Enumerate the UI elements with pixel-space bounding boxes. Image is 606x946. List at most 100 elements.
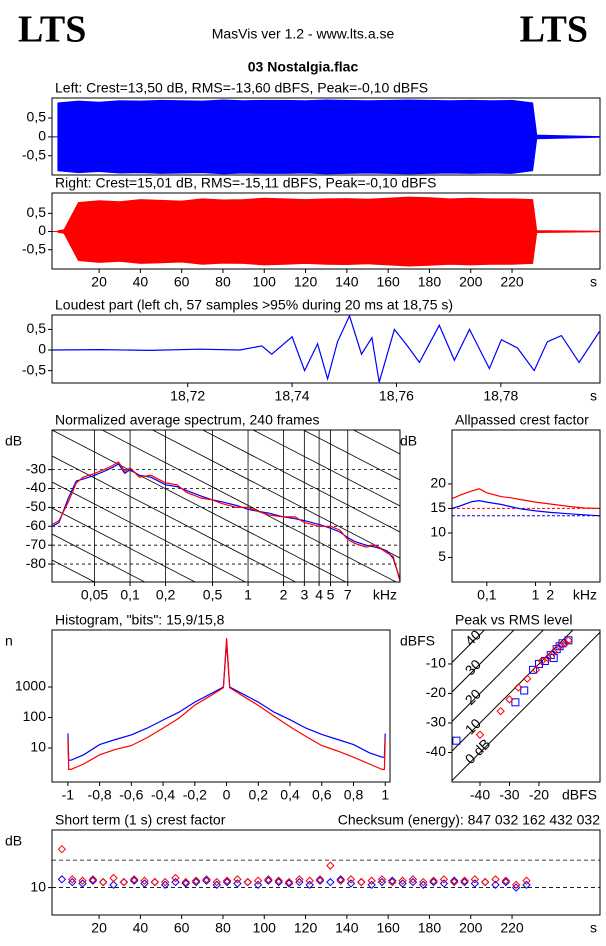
x-tick-label: 200 — [459, 274, 483, 290]
marker — [480, 877, 490, 887]
data-line — [52, 463, 400, 580]
x-tick-label: 80 — [215, 274, 231, 290]
crest-line-label: 0 dB — [462, 735, 494, 767]
marker — [222, 877, 232, 887]
y-tick-label: 0 — [38, 222, 46, 238]
data-line — [52, 315, 600, 383]
data-line — [67, 638, 386, 770]
marker — [475, 730, 485, 739]
marker — [295, 875, 304, 884]
marker — [346, 875, 356, 884]
marker — [274, 877, 283, 887]
y-tick-label: -80 — [26, 555, 46, 571]
marker — [439, 875, 449, 884]
slope-line — [52, 430, 347, 582]
y-tick-label: 0,5 — [27, 204, 47, 220]
marker — [346, 879, 356, 888]
x-tick-label: 100 — [253, 920, 277, 936]
plot-area — [52, 844, 600, 892]
marker — [171, 873, 180, 883]
x-tick-label: 140 — [335, 274, 359, 290]
marker — [243, 877, 252, 887]
marker — [470, 879, 480, 888]
crest-line — [452, 630, 545, 722]
x-tick-label: -30 — [499, 787, 519, 803]
plot-area — [67, 638, 386, 770]
y-tick-label: -0,5 — [22, 240, 46, 256]
marker — [233, 879, 242, 888]
marker — [253, 876, 263, 885]
annotation: Checksum (energy): 847 032 162 432 032 — [338, 812, 600, 828]
marker — [57, 844, 67, 854]
x-unit-label: dBFS — [562, 787, 597, 803]
x-tick-label: 120 — [294, 274, 318, 290]
marker — [367, 880, 376, 890]
y-axis-label: dBFS — [400, 633, 435, 649]
x-tick-label: 20 — [91, 920, 107, 936]
crest-line-label: 20 — [462, 685, 484, 707]
x-tick-label: 1 — [381, 787, 389, 803]
marker — [367, 876, 376, 885]
x-tick-label: 120 — [294, 920, 318, 936]
x-tick-label: 2 — [546, 587, 554, 603]
marker — [129, 875, 139, 884]
slope-line — [52, 481, 247, 582]
x-unit-label: s — [590, 388, 597, 404]
y-axis-label: n — [5, 633, 13, 649]
x-tick-label: 4 — [315, 587, 323, 603]
x-tick-label: 40 — [133, 920, 149, 936]
marker — [336, 875, 345, 884]
marker — [564, 636, 573, 645]
x-unit-label: s — [590, 920, 597, 936]
x-tick-label: 160 — [376, 920, 400, 936]
plot-area — [452, 488, 600, 517]
y-tick-label: 0 — [38, 341, 46, 357]
marker — [150, 877, 160, 887]
marker — [109, 880, 118, 890]
slope-line — [252, 430, 400, 507]
plot-frame — [451, 429, 601, 583]
marker — [491, 880, 500, 890]
plot-area — [52, 430, 400, 582]
marker — [88, 876, 98, 885]
x-tick-label: 40 — [133, 274, 149, 290]
y-tick-label: -50 — [26, 498, 46, 514]
x-tick-label: 0 — [223, 787, 231, 803]
x-unit-label: kHz — [373, 587, 397, 603]
marker — [511, 698, 520, 707]
marker — [511, 880, 521, 890]
x-tick-label: -40 — [470, 787, 490, 803]
y-axis-label: dB — [400, 433, 417, 449]
x-tick-label: 20 — [91, 274, 107, 290]
marker — [357, 877, 366, 887]
x-tick-label: -20 — [529, 787, 549, 803]
slope-line — [52, 455, 297, 582]
marker — [549, 647, 558, 657]
x-tick-label: 0,8 — [344, 787, 364, 803]
marker — [129, 876, 139, 885]
data-line — [452, 499, 600, 517]
y-tick-label: -10 — [426, 655, 446, 671]
waveform-area — [57, 196, 600, 232]
plot-frame — [51, 629, 391, 783]
marker — [78, 876, 87, 885]
data-line — [452, 488, 600, 510]
x-tick-label: -0,4 — [151, 787, 175, 803]
y-tick-label: -0,5 — [22, 361, 46, 377]
marker — [439, 879, 449, 888]
x-unit-label: kHz — [573, 587, 597, 603]
x-tick-label: 220 — [500, 274, 524, 290]
marker — [388, 877, 397, 887]
marker — [99, 877, 108, 887]
x-tick-label: 60 — [174, 920, 190, 936]
marker — [561, 639, 570, 648]
x-tick-label: -0,2 — [183, 787, 207, 803]
y-tick-label: 20 — [430, 475, 446, 491]
y-tick-label: -60 — [26, 517, 46, 533]
marker — [160, 877, 170, 887]
plot-area — [52, 315, 600, 383]
y-tick-label: 0,5 — [27, 320, 47, 336]
marker — [549, 654, 558, 663]
marker — [501, 877, 511, 887]
marker — [264, 875, 273, 884]
